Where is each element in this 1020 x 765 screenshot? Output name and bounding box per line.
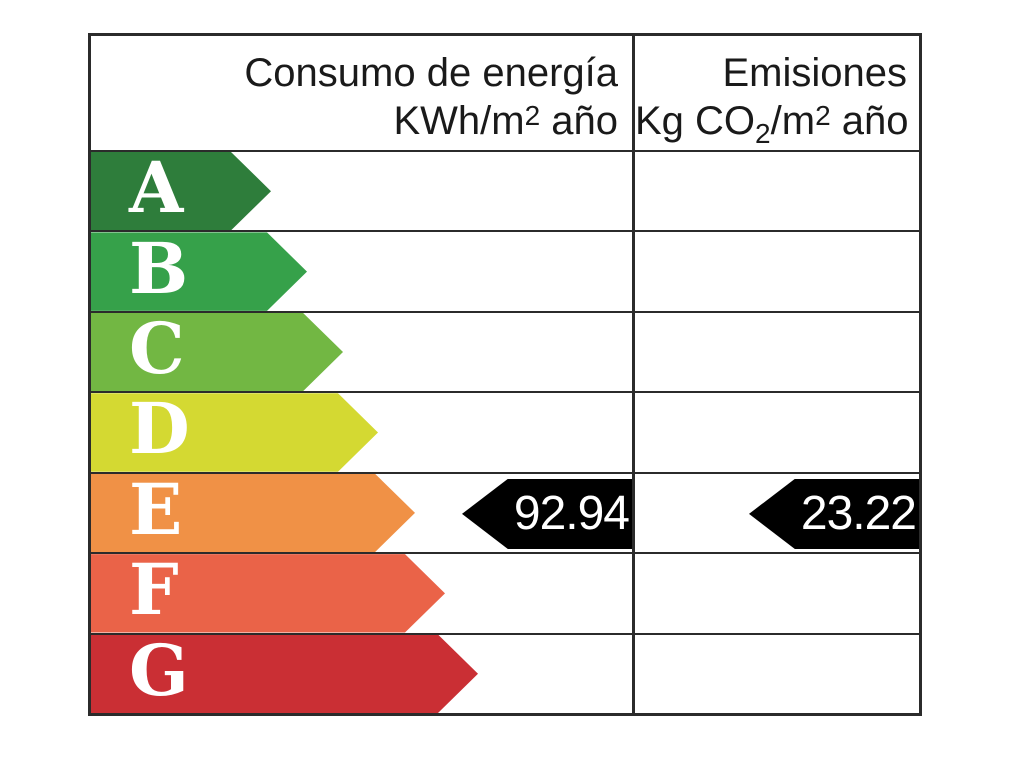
emissions-value: 23.22 bbox=[800, 486, 917, 540]
rating-row-e: E 92.94 23.22 bbox=[91, 471, 919, 553]
rating-arrow-a: A bbox=[91, 152, 271, 230]
superscript-2: 2 bbox=[815, 100, 831, 131]
rating-letter-f: F bbox=[129, 548, 179, 632]
rating-letter-d: D bbox=[129, 387, 190, 471]
subscript-2: 2 bbox=[755, 118, 771, 149]
rating-letter-e: E bbox=[129, 467, 183, 551]
emissions-value-indicator: 23.22 bbox=[749, 478, 919, 550]
energy-column-header: Consumo de energía KWh/m2 año bbox=[91, 36, 632, 150]
emissions-column-unit: Kg CO2/m2 año bbox=[635, 99, 909, 149]
rating-row-d: D bbox=[91, 391, 919, 472]
rating-row-b: B bbox=[91, 230, 919, 311]
table-header: Consumo de energía KWh/m2 año Emisiones … bbox=[91, 36, 919, 150]
rating-letter-c: C bbox=[129, 307, 185, 391]
energy-value: 92.94 bbox=[513, 486, 630, 540]
rating-letter-a: A bbox=[129, 146, 184, 230]
emissions-column-title: Emisiones bbox=[722, 51, 907, 95]
rating-letter-b: B bbox=[129, 226, 189, 310]
rating-arrow-c: C bbox=[91, 313, 343, 391]
energy-value-indicator: 92.94 bbox=[462, 478, 632, 550]
rating-row-g: G bbox=[91, 632, 919, 713]
rating-arrow-f: F bbox=[91, 554, 445, 632]
rating-row-a: A bbox=[91, 150, 919, 231]
energy-column-unit: KWh/m2 año bbox=[393, 99, 618, 143]
rating-row-f: F bbox=[91, 552, 919, 633]
rating-arrow-g: G bbox=[91, 635, 478, 713]
rating-arrow-b: B bbox=[91, 232, 307, 310]
emissions-column-header: Emisiones Kg CO2/m2 año bbox=[635, 36, 919, 150]
column-divider-line bbox=[632, 36, 635, 713]
rating-letter-g: G bbox=[129, 628, 189, 712]
energy-column-title: Consumo de energía bbox=[244, 51, 618, 95]
rating-table: Consumo de energía KWh/m2 año Emisiones … bbox=[88, 33, 922, 716]
rating-row-c: C bbox=[91, 310, 919, 392]
rating-arrow-e: E bbox=[91, 474, 415, 552]
rating-arrow-d: D bbox=[91, 393, 378, 471]
superscript-2: 2 bbox=[524, 100, 541, 131]
